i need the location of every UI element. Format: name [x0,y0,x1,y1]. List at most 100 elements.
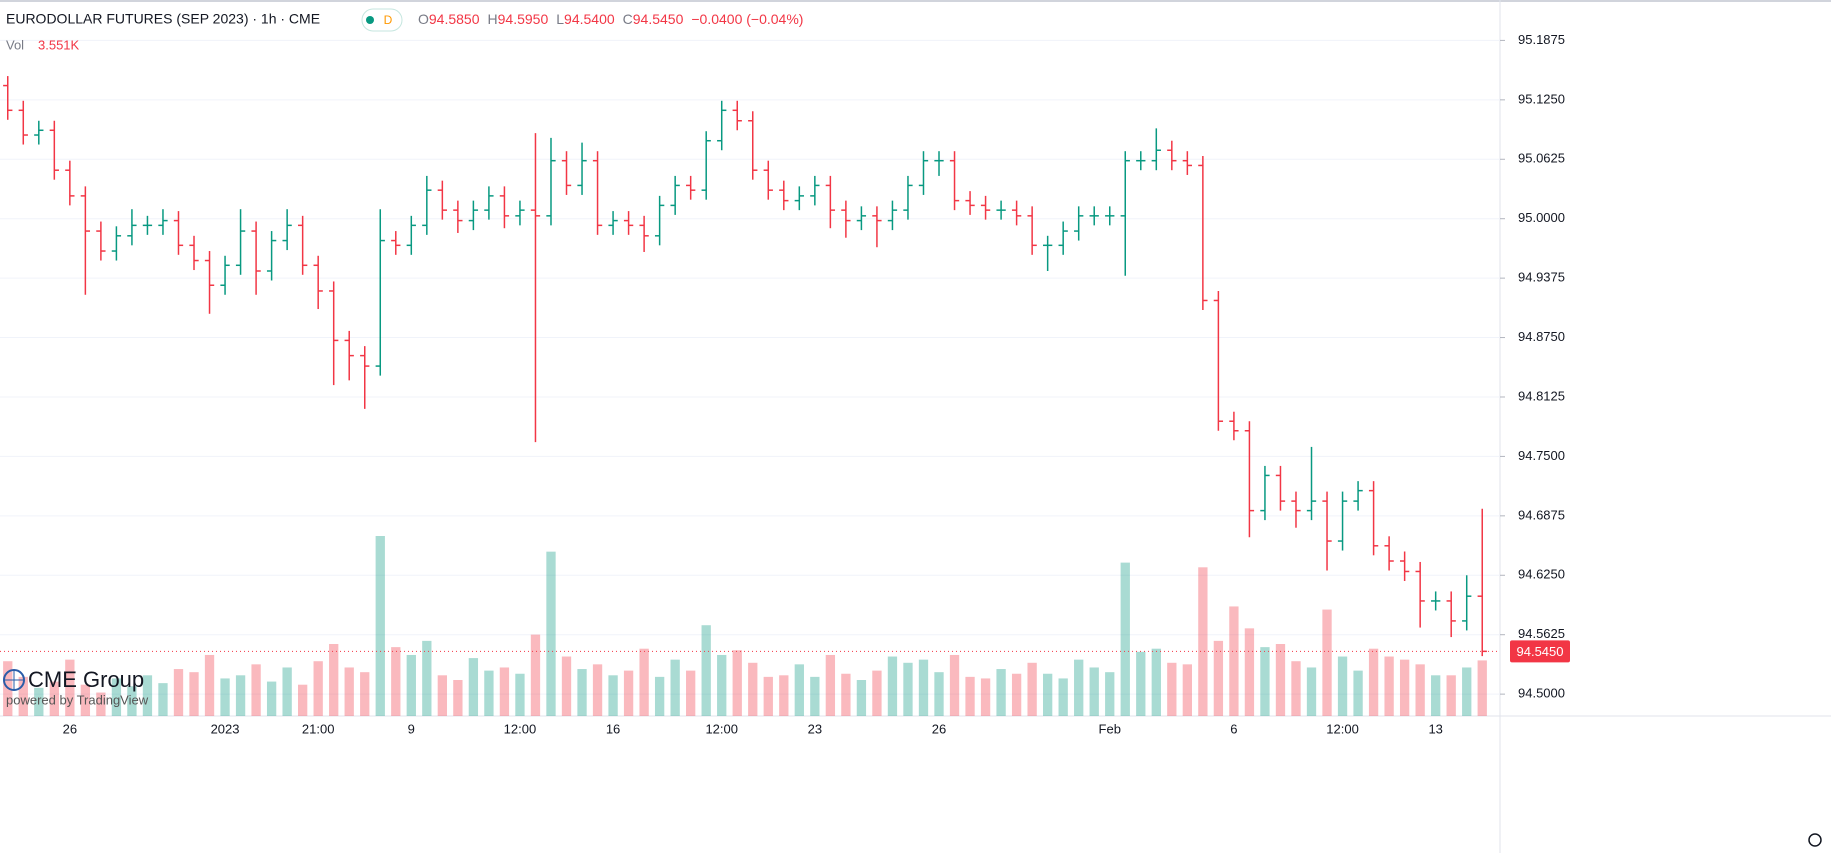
ohlc-label: H [488,11,498,27]
ohlc-value: 94.5400 [564,11,615,27]
settings-icon[interactable] [1808,833,1822,847]
volume-bar [794,664,804,716]
ohlc-label: O [418,11,429,27]
volume-bar [1043,673,1053,716]
y-tick-label: 94.9375 [1518,270,1565,285]
volume-bar [1462,667,1472,716]
volume-bar [934,672,944,716]
volume-bar [375,536,385,716]
volume-bar [499,667,510,716]
volume-bar [1244,628,1255,716]
x-tick-label: Feb [1099,721,1121,736]
volume-bar [1120,562,1130,716]
y-tick-label: 94.7500 [1518,448,1565,463]
volume-bar [608,675,618,716]
volume-bar [1167,662,1177,716]
volume-bar [158,683,168,716]
badge-text: D [384,13,393,27]
volume-bar [49,681,59,716]
volume-bar [313,661,323,716]
y-tick-label: 94.8125 [1518,388,1565,403]
volume-bar [856,680,867,716]
volume-bar [220,678,230,716]
volume-bar [282,667,292,716]
volume-bar [204,654,215,716]
volume-bar [235,675,246,716]
volume-bar [1058,678,1068,716]
volume-bar [1260,647,1270,716]
volume-bar [173,669,184,716]
axis-layer: 95.1875 95.1250 95.0625 95.0000 94.9375 94.87… [0,32,1570,736]
y-tick-label: 95.1250 [1518,91,1565,106]
volume-value: 3.551K [38,37,80,52]
y-tick-label: 94.5000 [1518,686,1565,701]
volume-bar [1384,656,1394,716]
volume-bar [18,676,28,716]
volume-bar [298,684,308,716]
y-tick-label: 95.0625 [1518,151,1565,166]
volume-bar [80,684,91,716]
volume-bar [1074,659,1084,716]
volume-bar [623,670,634,716]
volume-bar [1275,644,1286,716]
volume-bar [748,662,758,716]
volume-bar [639,648,649,716]
badge [361,8,403,32]
settings-icon[interactable] [1808,833,1822,847]
volume-bar [1213,640,1224,716]
volume-bar [841,673,851,716]
volume-name: Vol [6,37,24,52]
watermark: CME Group powered by TradingView [3,667,149,707]
x-tick-label: 23 [808,721,822,736]
ohlc-header: O94.5850 H94.5950 L94.5400 C94.5450 −0.0400 … [418,11,803,27]
volume-bar [887,656,898,716]
x-tick-label: 12:00 [1326,721,1359,736]
volume-bar [1291,661,1301,716]
grid [0,39,1500,695]
volume-bar [96,692,106,716]
volume-bar [949,654,960,716]
volume-bar [810,676,820,716]
volume-bar [329,644,339,716]
volume-bar [391,647,401,716]
ohlc-value: 94.5850 [429,11,480,27]
volume-bar [406,654,416,716]
watermark-text: CME Group [28,667,144,692]
x-tick-label: 2023 [211,721,240,736]
x-tick-label: 12:00 [705,721,738,736]
volume-bar [717,654,727,716]
volume-bar [1198,567,1208,716]
volume-bar [1136,651,1146,716]
y-tick-label: 95.1875 [1518,32,1565,47]
volume-bar [437,675,447,716]
volume-bar [266,681,277,716]
volume-bar [360,672,370,716]
volume-bar [1322,609,1332,716]
volume-bar [453,680,463,716]
volume-bar [918,659,929,716]
volume-bar [1151,648,1161,716]
volume-bar [468,658,479,716]
volume-bar [530,634,541,716]
volume-bar [1353,670,1363,716]
volume-bar [903,662,913,716]
x-tick-label: 16 [606,721,620,736]
volume-bar [1415,664,1425,716]
volume-bar [515,673,525,716]
last-price-box [1510,640,1570,663]
volume-bar [654,676,665,716]
volume-bar [1182,664,1192,716]
x-tick-label: 21:00 [302,721,335,736]
volume-bar [1089,667,1099,716]
volume-bar [1368,648,1379,716]
volume-bar [779,675,789,716]
volume-bar [577,669,587,716]
volume-bar [1477,660,1487,716]
ohlc-label: L [556,11,564,27]
x-tick-label: 6 [1230,721,1237,736]
x-tick-label: 26 [63,721,77,736]
volume-bar [592,664,603,716]
ohlc-value: 94.5950 [498,11,549,27]
